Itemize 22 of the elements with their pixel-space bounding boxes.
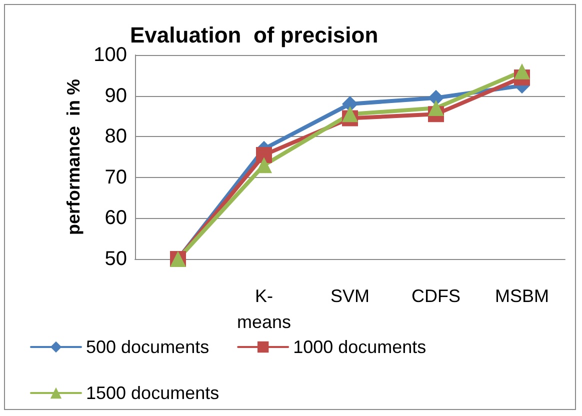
- chart-title: Evaluation of precision: [130, 22, 378, 48]
- y-tick-label: 90: [104, 84, 127, 107]
- legend-label: 1500 documents: [86, 383, 220, 403]
- y-tick-label: 100: [94, 44, 127, 66]
- y-tick-label: 50: [104, 248, 127, 270]
- point: [256, 157, 272, 174]
- x-tick-label: CDFS: [412, 286, 460, 306]
- x-tick-label: K-means: [236, 286, 292, 332]
- x-tick-label: SVM: [330, 286, 370, 306]
- x-tick-label: MSBM: [495, 286, 549, 306]
- legend-label: 1000 documents: [293, 337, 426, 357]
- y-axis-title: performance in %: [64, 78, 84, 236]
- point: [342, 106, 358, 122]
- y-tick-label: 70: [104, 166, 127, 188]
- y-tick-label: 60: [104, 207, 127, 230]
- point: [514, 63, 530, 80]
- point: [428, 100, 444, 116]
- point: [256, 146, 272, 163]
- point: [428, 90, 444, 106]
- y-tick-label: 80: [104, 126, 127, 148]
- point: [342, 96, 358, 112]
- legend-label: 500 documents: [86, 337, 210, 357]
